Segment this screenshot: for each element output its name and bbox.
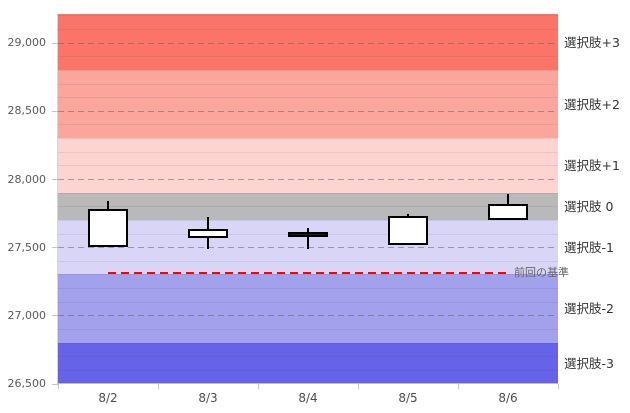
candle-body [88,209,128,248]
minor-gridline [58,15,558,17]
band-minus2 [58,274,558,343]
minor-gridline [58,369,558,371]
y-axis-tick [52,315,58,317]
previous-baseline-line [108,271,508,274]
band-label-minus2: 選択肢-2 [564,301,614,316]
band-label-plus3: 選択肢+3 [564,34,620,50]
y-axis-label: 28,000 [7,172,47,186]
minor-gridline [58,165,558,167]
minor-gridline [58,29,558,30]
major-gridline [58,42,558,44]
minor-gridline [58,274,558,276]
band-minus3 [58,342,558,384]
y-axis-label: 29,000 [7,36,47,50]
candle-body [188,229,228,238]
minor-gridline [58,124,558,126]
band-label-plus1: 選択肢+1 [564,157,620,173]
minor-gridline [58,56,558,58]
minor-gridline [58,97,558,99]
minor-gridline [58,219,558,221]
x-axis-tick [558,384,559,389]
band-label-minus3: 選択肢-3 [564,355,614,371]
band-zero [58,192,558,220]
x-axis-tick [358,384,359,389]
candle-body [488,204,528,220]
candle-wick [307,228,309,249]
x-axis-label: 8/5 [398,391,418,405]
minor-gridline [58,192,558,194]
band-plus2 [58,69,558,139]
candle-body [288,232,328,238]
band-label-plus2: 選択肢+2 [564,96,620,112]
minor-gridline [58,301,558,303]
y-axis-tick [52,42,58,44]
minor-gridline [58,83,558,85]
major-gridline [58,315,558,317]
minor-gridline [58,69,558,71]
x-axis-label: 8/3 [198,391,218,405]
x-axis-label: 8/2 [98,391,118,405]
band-label-minus1: 選択肢-1 [564,239,614,255]
x-axis-tick [58,384,59,389]
minor-gridline [58,138,558,140]
major-gridline [58,110,558,112]
minor-gridline [58,288,558,290]
y-axis-tick [52,110,58,112]
x-axis-tick [458,384,459,389]
x-axis-label: 8/6 [498,391,518,405]
band-label-zero: 選択肢 0 [564,198,614,214]
band-plus3 [58,14,558,70]
major-gridline [58,179,558,180]
y-axis-tick [52,247,58,249]
band-plus1 [58,138,558,193]
x-axis-tick [258,384,259,389]
y-axis-label: 26,500 [7,377,47,390]
y-axis-label: 27,500 [7,240,47,254]
minor-gridline [58,206,558,208]
candle-body [388,215,428,246]
minor-gridline [58,342,558,344]
previous-baseline-label: 前回の基準 [514,266,569,280]
y-axis-line [57,14,58,384]
minor-gridline [58,151,558,153]
x-axis-tick [158,384,159,389]
y-axis-label: 27,000 [7,308,47,322]
y-axis-tick [52,383,58,385]
x-axis-line [57,383,558,384]
minor-gridline [58,260,558,262]
y-axis-label: 28,500 [7,104,47,118]
y-axis-tick [52,179,58,180]
minor-gridline [58,329,558,330]
minor-gridline [58,356,558,358]
x-axis-label: 8/4 [298,391,318,405]
